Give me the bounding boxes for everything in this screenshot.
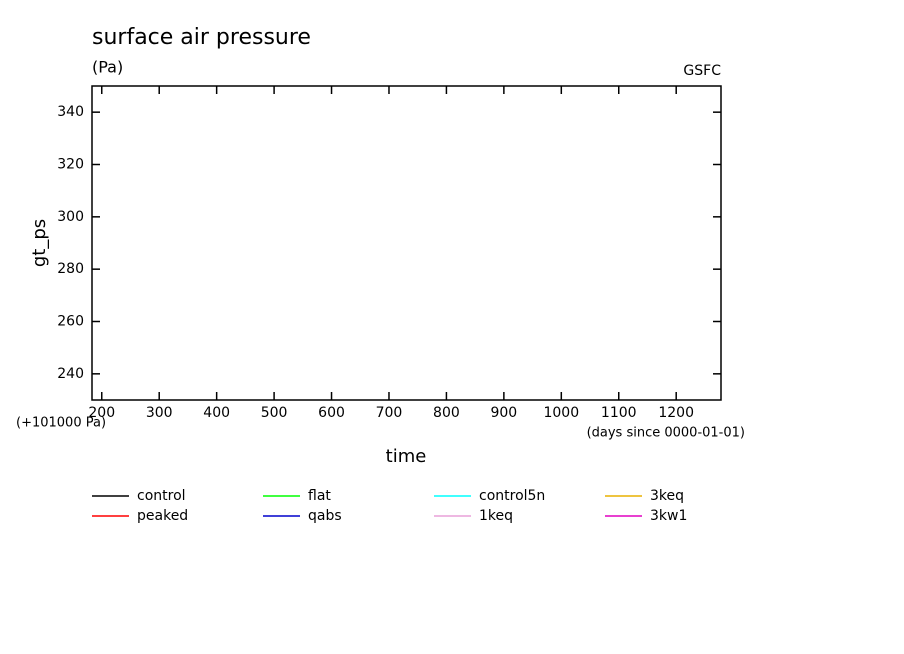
legend-label: peaked xyxy=(137,508,188,524)
y-offset-label: (+101000 Pa) xyxy=(16,416,106,431)
x-tick-label: 1100 xyxy=(601,405,637,421)
x-tick-label: 900 xyxy=(490,405,517,421)
plot-frame xyxy=(91,85,722,401)
legend-label: control5n xyxy=(479,488,545,504)
x-tick-label: 200 xyxy=(88,405,115,421)
y-tick-label: 320 xyxy=(57,157,84,173)
chart-subtitle: (Pa) xyxy=(92,58,123,77)
legend-label: flat xyxy=(308,488,331,504)
legend-label: 1keq xyxy=(479,508,513,524)
x-tick-label: 800 xyxy=(433,405,460,421)
chart-title: surface air pressure xyxy=(92,25,311,50)
y-tick-label: 240 xyxy=(57,366,84,382)
y-tick-label: 300 xyxy=(57,209,84,225)
x-tick-label: 400 xyxy=(203,405,230,421)
x-tick-label: 600 xyxy=(318,405,345,421)
source-label: GSFC xyxy=(683,63,721,79)
y-tick-label: 340 xyxy=(57,104,84,120)
x-tick-label: 700 xyxy=(376,405,403,421)
y-axis-label: gt_ps xyxy=(29,219,50,267)
legend-label: 3keq xyxy=(650,488,684,504)
x-axis-unit: (days since 0000-01-01) xyxy=(587,426,745,441)
legend-label: 3kw1 xyxy=(650,508,687,524)
y-tick-label: 280 xyxy=(57,261,84,277)
x-axis-label: time xyxy=(386,446,427,467)
legend-label: control xyxy=(137,488,186,504)
y-tick-label: 260 xyxy=(57,314,84,330)
legend-label: qabs xyxy=(308,508,342,524)
x-tick-label: 1200 xyxy=(658,405,694,421)
x-tick-label: 1000 xyxy=(543,405,579,421)
x-tick-label: 500 xyxy=(261,405,288,421)
x-tick-label: 300 xyxy=(146,405,173,421)
